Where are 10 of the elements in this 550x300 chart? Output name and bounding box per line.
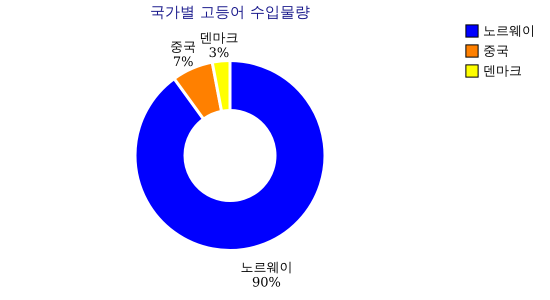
legend-label: 중국 — [483, 44, 509, 59]
chart-title: 국가별 고등어 수입물량 — [150, 3, 310, 21]
slice-label: 덴마크 — [199, 31, 238, 46]
data-label: 7% — [172, 55, 194, 70]
data-label: 90% — [252, 276, 281, 291]
data-label: 3% — [208, 46, 230, 62]
legend-label: 노르웨이 — [483, 24, 535, 39]
legend-label: 덴마크 — [483, 64, 522, 79]
slice-label: 중국 — [170, 40, 196, 56]
slice-label: 노르웨이 — [240, 260, 292, 276]
